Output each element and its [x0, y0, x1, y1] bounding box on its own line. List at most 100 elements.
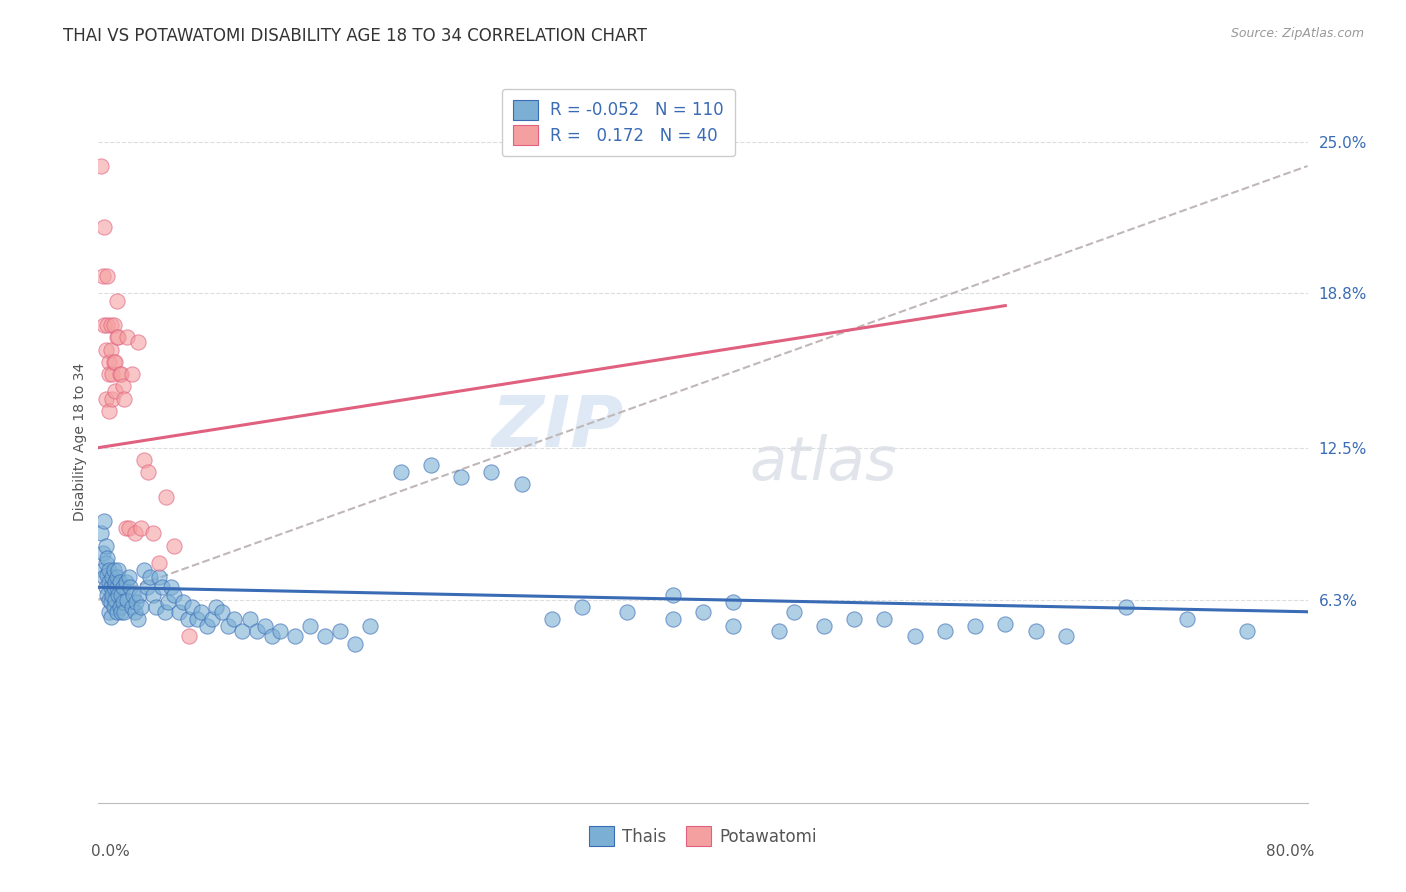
Point [90, 526, 112, 541]
Point [98, 367, 121, 381]
Point [128, 588, 150, 602]
Text: 80.0%: 80.0% [1267, 845, 1315, 859]
Point [93, 570, 115, 584]
Point [98, 605, 121, 619]
Point [314, 629, 336, 643]
Point [98, 575, 121, 590]
Point [163, 588, 186, 602]
Point [269, 624, 291, 639]
Point [122, 588, 145, 602]
Point [129, 521, 152, 535]
Point [142, 526, 165, 541]
Point [344, 637, 367, 651]
Point [100, 318, 122, 333]
Point [101, 367, 124, 381]
Point [91, 546, 114, 560]
Point [420, 458, 443, 472]
Point [94, 343, 117, 357]
Point [100, 343, 122, 357]
Point [186, 612, 208, 626]
Point [153, 605, 176, 619]
Point [108, 367, 131, 381]
Point [125, 595, 148, 609]
Point [104, 592, 127, 607]
Point [176, 612, 198, 626]
Point [103, 318, 125, 333]
Point [91, 563, 114, 577]
Point [994, 617, 1017, 632]
Point [156, 595, 179, 609]
Point [129, 599, 152, 614]
Point [661, 612, 683, 626]
Point [108, 575, 131, 590]
Point [211, 605, 233, 619]
Point [111, 595, 134, 609]
Point [96, 550, 118, 565]
Point [118, 570, 141, 584]
Point [124, 605, 146, 619]
Point [692, 605, 714, 619]
Point [94, 392, 117, 406]
Point [934, 624, 956, 639]
Point [253, 619, 276, 633]
Point [1024, 624, 1046, 639]
Point [163, 539, 186, 553]
Point [103, 563, 125, 577]
Point [167, 605, 190, 619]
Point [195, 619, 218, 633]
Text: 0.0%: 0.0% [91, 845, 131, 859]
Point [121, 599, 143, 614]
Point [104, 575, 127, 590]
Point [450, 470, 472, 484]
Point [142, 588, 165, 602]
Point [217, 619, 239, 633]
Point [179, 629, 201, 643]
Point [94, 556, 117, 570]
Legend: Thais, Potawatomi: Thais, Potawatomi [582, 820, 824, 852]
Point [135, 580, 157, 594]
Point [93, 220, 115, 235]
Point [389, 465, 412, 479]
Point [110, 588, 132, 602]
Point [783, 605, 806, 619]
Point [107, 563, 129, 577]
Point [98, 355, 121, 369]
Point [100, 580, 122, 594]
Point [91, 269, 114, 284]
Point [262, 629, 284, 643]
Point [115, 330, 138, 344]
Text: Source: ZipAtlas.com: Source: ZipAtlas.com [1230, 27, 1364, 40]
Point [616, 605, 638, 619]
Point [105, 580, 128, 594]
Point [160, 580, 183, 594]
Point [813, 619, 835, 633]
Point [120, 580, 142, 594]
Text: THAI VS POTAWATOMI DISABILITY AGE 18 TO 34 CORRELATION CHART: THAI VS POTAWATOMI DISABILITY AGE 18 TO … [63, 27, 647, 45]
Point [94, 539, 117, 553]
Point [112, 605, 135, 619]
Point [150, 580, 173, 594]
Point [96, 588, 118, 602]
Point [107, 588, 129, 602]
Point [231, 624, 253, 639]
Point [148, 556, 170, 570]
Point [105, 330, 128, 344]
Point [90, 159, 112, 173]
Point [121, 367, 143, 381]
Point [115, 592, 138, 607]
Point [101, 570, 124, 584]
Point [510, 477, 533, 491]
Point [94, 580, 117, 594]
Point [98, 563, 121, 577]
Point [1115, 599, 1137, 614]
Text: atlas: atlas [749, 434, 898, 492]
Point [114, 575, 136, 590]
Point [110, 367, 132, 381]
Point [246, 624, 269, 639]
Point [111, 379, 134, 393]
Point [1236, 624, 1258, 639]
Point [1054, 629, 1077, 643]
Text: ZIP: ZIP [492, 392, 624, 461]
Point [132, 453, 155, 467]
Point [93, 318, 115, 333]
